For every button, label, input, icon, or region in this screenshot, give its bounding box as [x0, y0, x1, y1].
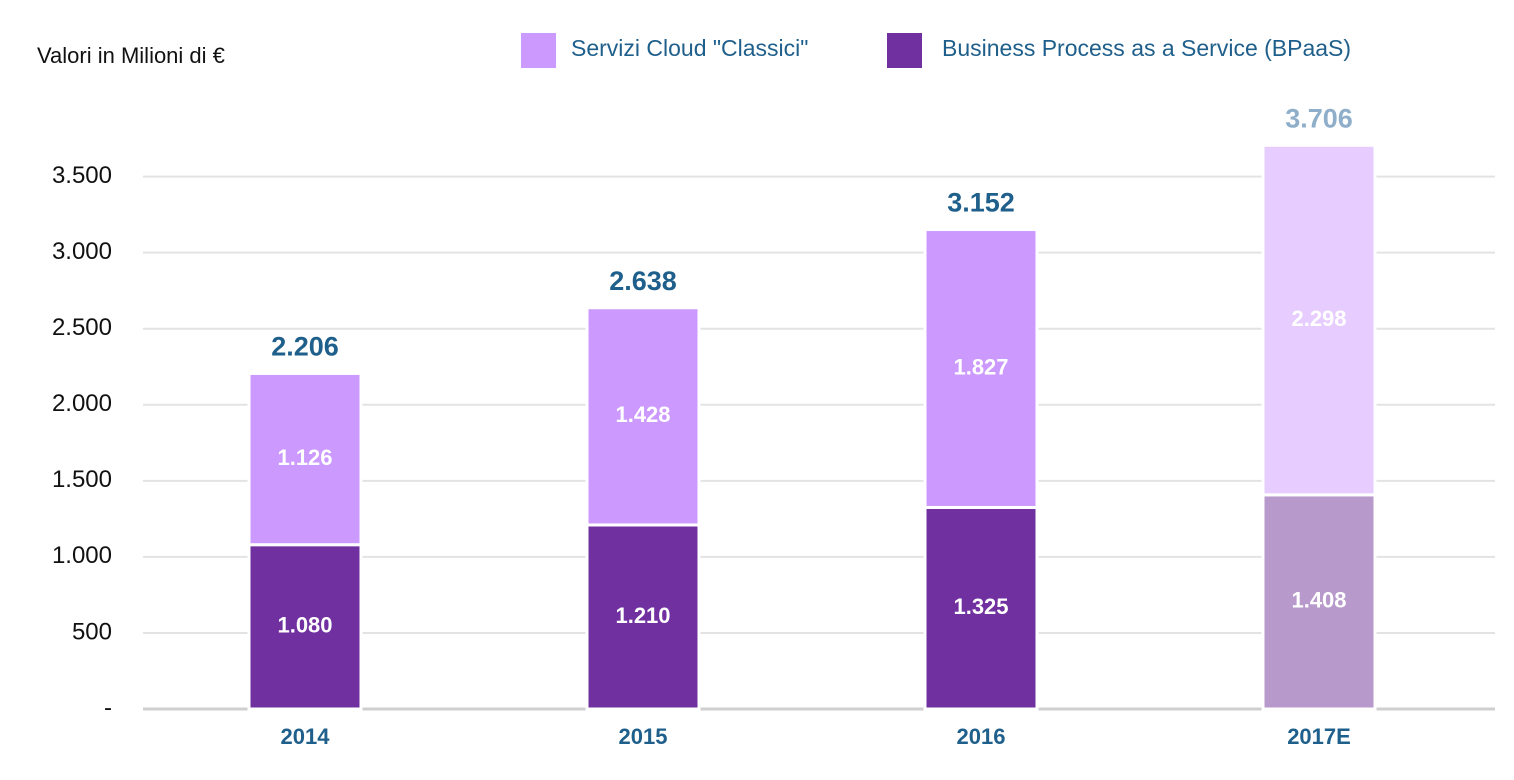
total-label: 2.638	[609, 266, 677, 296]
data-label: 1.827	[953, 354, 1008, 379]
data-label: 1.126	[277, 445, 332, 470]
y-tick-label: 1.000	[52, 542, 112, 569]
total-label: 3.706	[1285, 103, 1353, 133]
y-tick-label: -	[104, 694, 112, 721]
x-tick-label: 2017E	[1287, 724, 1351, 749]
x-tick-label: 2016	[957, 724, 1006, 749]
data-label: 2.298	[1291, 306, 1346, 331]
legend-label: Servizi Cloud "Classici"	[571, 35, 808, 61]
data-label: 1.428	[615, 402, 670, 427]
data-label: 1.325	[953, 594, 1008, 619]
bar-segment	[247, 371, 363, 547]
x-tick-label: 2015	[619, 724, 668, 749]
data-label: 1.210	[615, 603, 670, 628]
bar-segment	[585, 306, 701, 527]
y-tick-label: 2.500	[52, 314, 112, 341]
legend-label: Business Process as a Service (BPaaS)	[942, 35, 1351, 61]
y-tick-label: 1.500	[52, 466, 112, 493]
x-tick-label: 2014	[281, 724, 331, 749]
bar-segment	[1261, 143, 1377, 497]
y-tick-label: 3.000	[52, 238, 112, 265]
total-label: 3.152	[947, 188, 1015, 218]
y-axis-label: Valori in Milioni di €	[37, 43, 225, 68]
data-label: 1.080	[277, 613, 332, 638]
y-tick-label: 2.000	[52, 390, 112, 417]
bar-segment	[247, 543, 363, 711]
bar-segment	[923, 228, 1039, 509]
y-tick-label: 3.500	[52, 162, 112, 189]
legend-swatch	[521, 33, 556, 68]
total-label: 2.206	[271, 332, 339, 362]
bar-segment	[923, 505, 1039, 711]
legend-swatch	[887, 33, 922, 68]
y-tick-label: 500	[72, 618, 112, 645]
data-label: 1.408	[1291, 588, 1346, 613]
bar-segment	[585, 523, 701, 711]
